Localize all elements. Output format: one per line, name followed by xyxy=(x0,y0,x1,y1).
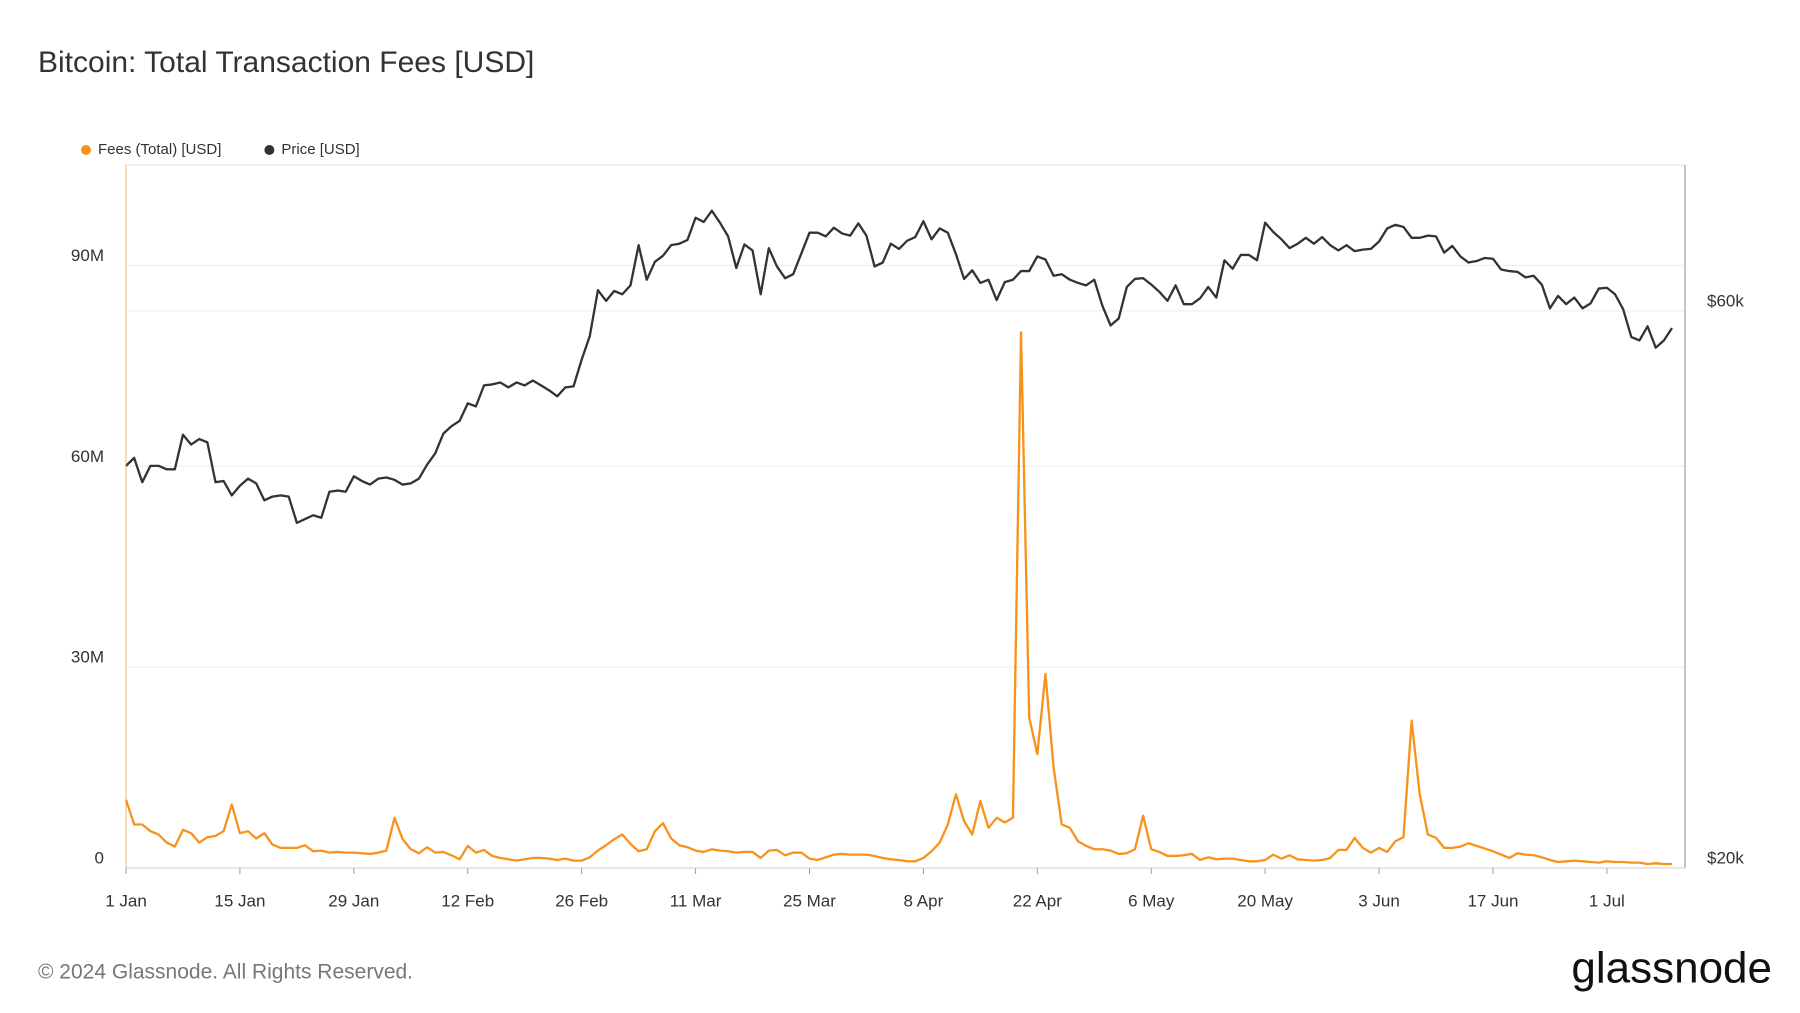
legend-marker xyxy=(81,145,91,155)
brand-logo: glassnode xyxy=(1571,944,1772,993)
y-tick-label: 90M xyxy=(71,246,104,265)
series-line xyxy=(125,209,1673,525)
copyright: © 2024 Glassnode. All Rights Reserved. xyxy=(38,961,413,984)
x-tick-label: 29 Jan xyxy=(328,891,379,910)
legend-marker xyxy=(264,145,275,155)
x-tick-label: 25 Mar xyxy=(783,891,836,910)
x-tick-label: 1 Jan xyxy=(105,891,147,910)
y2-tick-label: $60k xyxy=(1707,291,1744,310)
x-tick-label: 20 May xyxy=(1237,891,1293,910)
series-line xyxy=(124,331,1672,866)
y-tick-label: 0 xyxy=(95,848,104,867)
x-tick-label: 15 Jan xyxy=(214,891,265,910)
plot-frame xyxy=(125,164,1686,869)
chart-title: Bitcoin: Total Transaction Fees [USD] xyxy=(38,46,534,79)
legend-label: Fees (Total) [USD] xyxy=(98,141,221,158)
y2-tick-label: $20k xyxy=(1707,848,1744,867)
x-tick-label: 3 Jun xyxy=(1358,891,1400,910)
y-tick-label: 60M xyxy=(71,447,104,466)
x-tick-label: 26 Feb xyxy=(555,891,608,910)
x-tick-label: 12 Feb xyxy=(441,891,494,910)
x-tick-label: 8 Apr xyxy=(904,891,944,910)
y-tick-label: 30M xyxy=(71,648,104,667)
x-tick-label: 11 Mar xyxy=(670,891,722,910)
x-tick-label: 6 May xyxy=(1128,891,1175,910)
legend-label: Price [USD] xyxy=(281,141,359,158)
x-tick-label: 22 Apr xyxy=(1013,891,1062,910)
x-tick-label: 1 Jul xyxy=(1589,891,1625,910)
x-tick-label: 17 Jun xyxy=(1467,891,1518,910)
